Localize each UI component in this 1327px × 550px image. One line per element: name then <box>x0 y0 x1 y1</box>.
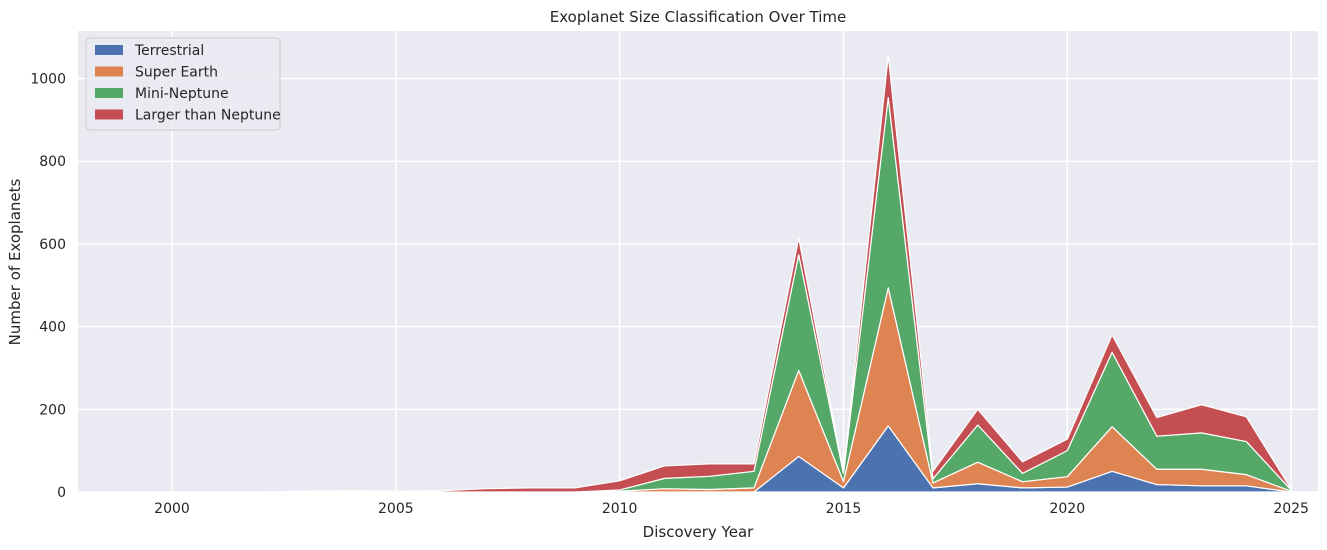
y-tick-label: 800 <box>39 154 66 170</box>
area-series <box>126 55 1292 493</box>
x-tick-label: 2000 <box>154 501 190 517</box>
legend: Terrestrial Super Earth Mini-Neptune Larger… <box>85 37 281 131</box>
y-tick-label: 0 <box>57 485 66 501</box>
legend-swatch <box>95 45 123 55</box>
legend-swatch <box>95 109 123 120</box>
legend-swatch <box>95 66 123 77</box>
chart-title: Exoplanet Size Classification Over Time <box>550 8 846 26</box>
x-tick-label: 2005 <box>378 501 414 517</box>
x-tick-label: 2010 <box>602 501 638 517</box>
legend-swatch <box>95 88 123 98</box>
legend-label: Super Earth <box>135 65 218 81</box>
y-axis-label: Number of Exoplanets <box>6 179 24 346</box>
legend-frame <box>85 37 281 131</box>
y-tick-label: 200 <box>39 402 66 418</box>
y-tick-label: 400 <box>39 320 66 336</box>
legend-label: Larger than Neptune <box>135 108 281 124</box>
y-tick-label: 1000 <box>30 72 66 88</box>
x-tick-label: 2015 <box>826 501 862 517</box>
legend-label: Terrestrial <box>134 43 204 59</box>
legend-label: Mini-Neptune <box>135 86 229 102</box>
x-tick-label: 2020 <box>1049 501 1085 517</box>
x-axis-label: Discovery Year <box>643 523 754 541</box>
y-tick-label: 600 <box>39 237 66 253</box>
area-larger-than-neptune <box>126 55 1292 493</box>
x-tick-labels: 2000 2005 2010 2015 2020 2025 <box>154 501 1309 517</box>
x-tick-label: 2025 <box>1273 501 1309 517</box>
y-tick-labels: 0 200 400 600 800 1000 <box>30 72 66 501</box>
